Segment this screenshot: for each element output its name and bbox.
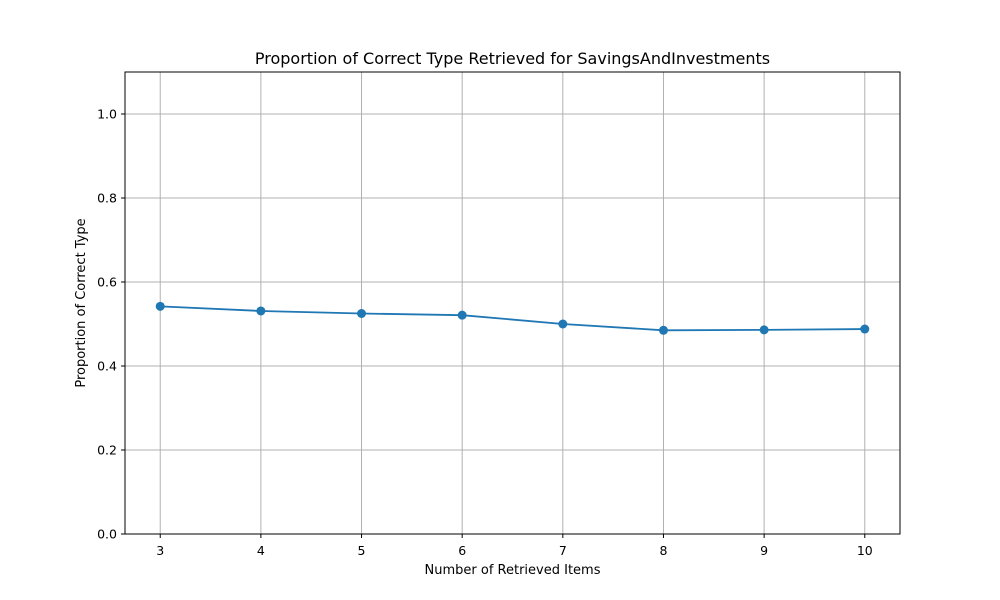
chart-title: Proportion of Correct Type Retrieved for…: [255, 49, 770, 68]
series-line: [160, 305, 865, 332]
x-tick-label: 3: [156, 543, 164, 558]
x-tick-label: 5: [358, 543, 366, 558]
plot-frame: [124, 71, 901, 535]
y-tick-label: 0.0: [97, 527, 117, 542]
grid: [125, 72, 900, 535]
x-tick-label: 10: [857, 543, 873, 558]
data-point: [155, 301, 165, 311]
x-tick-label: 6: [458, 543, 466, 558]
data-point: [860, 324, 870, 334]
y-tick-label: 1.0: [97, 107, 117, 122]
x-tick-label: 8: [659, 543, 667, 558]
data-point: [256, 306, 266, 316]
x-tick-label: 7: [559, 543, 567, 558]
y-tick-label: 0.6: [97, 275, 117, 290]
y-tick-label: 0.8: [97, 191, 117, 206]
data-point: [457, 310, 467, 320]
ticks: 3 4 5 6 7 8 9 10 0.0 0.2 0.4 0.6 0.8 1.0: [97, 107, 873, 559]
series-layer: [155, 301, 870, 335]
y-tick-label: 0.4: [97, 359, 117, 374]
x-axis-label: Number of Retrieved Items: [425, 563, 601, 578]
y-tick-label: 0.2: [97, 443, 117, 458]
data-point: [759, 325, 769, 335]
data-point: [658, 325, 668, 335]
data-point: [558, 319, 568, 329]
x-tick-label: 9: [760, 543, 768, 558]
data-point: [357, 309, 367, 318]
y-axis-label: Proportion of Correct Type: [74, 218, 89, 387]
x-tick-label: 4: [257, 543, 265, 558]
